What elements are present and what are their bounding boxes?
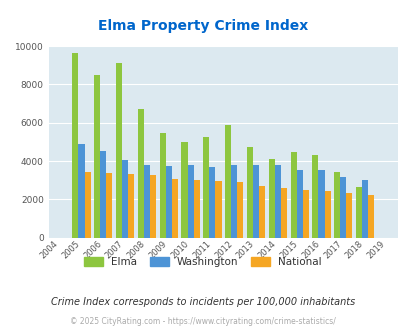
Bar xyxy=(268,159,274,238)
Bar xyxy=(78,144,84,238)
Bar xyxy=(187,165,193,238)
Bar xyxy=(171,179,177,238)
Bar xyxy=(258,186,264,238)
Bar xyxy=(165,166,171,238)
Bar xyxy=(324,191,330,238)
Bar xyxy=(333,172,339,238)
Bar xyxy=(143,165,149,238)
Bar xyxy=(355,187,361,238)
Bar xyxy=(311,155,318,238)
Bar xyxy=(252,165,258,238)
Bar xyxy=(237,182,243,238)
Text: Elma Property Crime Index: Elma Property Crime Index xyxy=(98,19,307,33)
Bar xyxy=(230,165,237,238)
Bar xyxy=(159,133,165,238)
Bar xyxy=(280,188,286,238)
Bar xyxy=(224,125,230,238)
Bar xyxy=(72,53,78,238)
Bar xyxy=(361,180,367,238)
Bar xyxy=(193,180,199,238)
Bar xyxy=(203,137,209,238)
Bar xyxy=(339,177,345,238)
Text: Crime Index corresponds to incidents per 100,000 inhabitants: Crime Index corresponds to incidents per… xyxy=(51,297,354,307)
Bar xyxy=(137,109,143,238)
Bar xyxy=(318,170,324,238)
Bar xyxy=(149,176,156,238)
Bar xyxy=(181,142,187,238)
Bar xyxy=(274,165,280,238)
Bar xyxy=(209,167,215,238)
Text: © 2025 CityRating.com - https://www.cityrating.com/crime-statistics/: © 2025 CityRating.com - https://www.city… xyxy=(70,317,335,326)
Legend: Elma, Washington, National: Elma, Washington, National xyxy=(84,257,321,267)
Bar xyxy=(116,63,122,238)
Bar xyxy=(246,147,252,238)
Bar xyxy=(367,195,373,238)
Bar xyxy=(215,181,221,238)
Bar xyxy=(128,175,134,238)
Bar xyxy=(106,174,112,238)
Bar xyxy=(100,151,106,238)
Bar xyxy=(84,172,90,238)
Bar xyxy=(94,75,100,238)
Bar xyxy=(302,190,308,238)
Bar xyxy=(122,160,128,238)
Bar xyxy=(290,152,296,238)
Bar xyxy=(345,193,352,238)
Bar xyxy=(296,170,302,238)
